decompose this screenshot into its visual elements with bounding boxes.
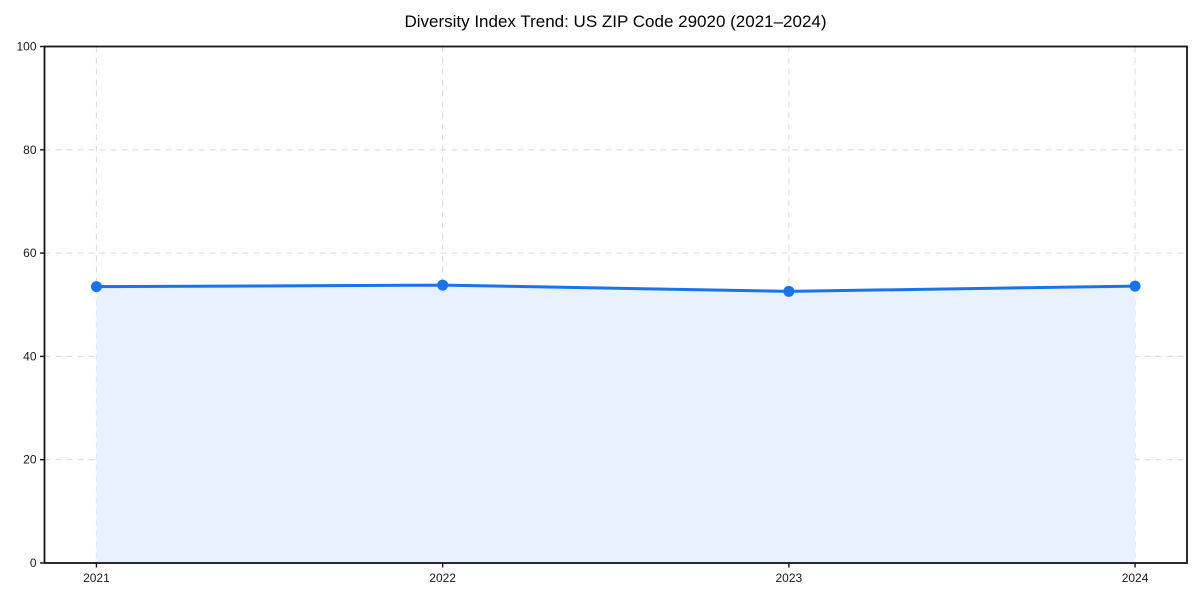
y-tick-label: 60: [23, 246, 37, 260]
x-tick-label: 2024: [1122, 571, 1149, 585]
data-point: [1129, 280, 1141, 292]
y-tick-label: 100: [16, 40, 36, 54]
y-tick-label: 0: [30, 556, 37, 570]
data-point: [90, 281, 102, 293]
chart-title: Diversity Index Trend: US ZIP Code 29020…: [404, 12, 827, 31]
y-tick-label: 40: [23, 349, 37, 363]
x-tick-label: 2023: [776, 571, 803, 585]
data-point: [783, 285, 795, 297]
area-fill: [96, 285, 1136, 563]
x-tick-label: 2022: [429, 571, 456, 585]
y-tick-label: 20: [23, 453, 37, 467]
data-point: [437, 279, 449, 291]
trend-line: [94, 283, 1137, 293]
plot-border: [43, 45, 1188, 564]
y-tick-label: 80: [23, 143, 37, 157]
x-tick-label: 2021: [83, 571, 110, 585]
